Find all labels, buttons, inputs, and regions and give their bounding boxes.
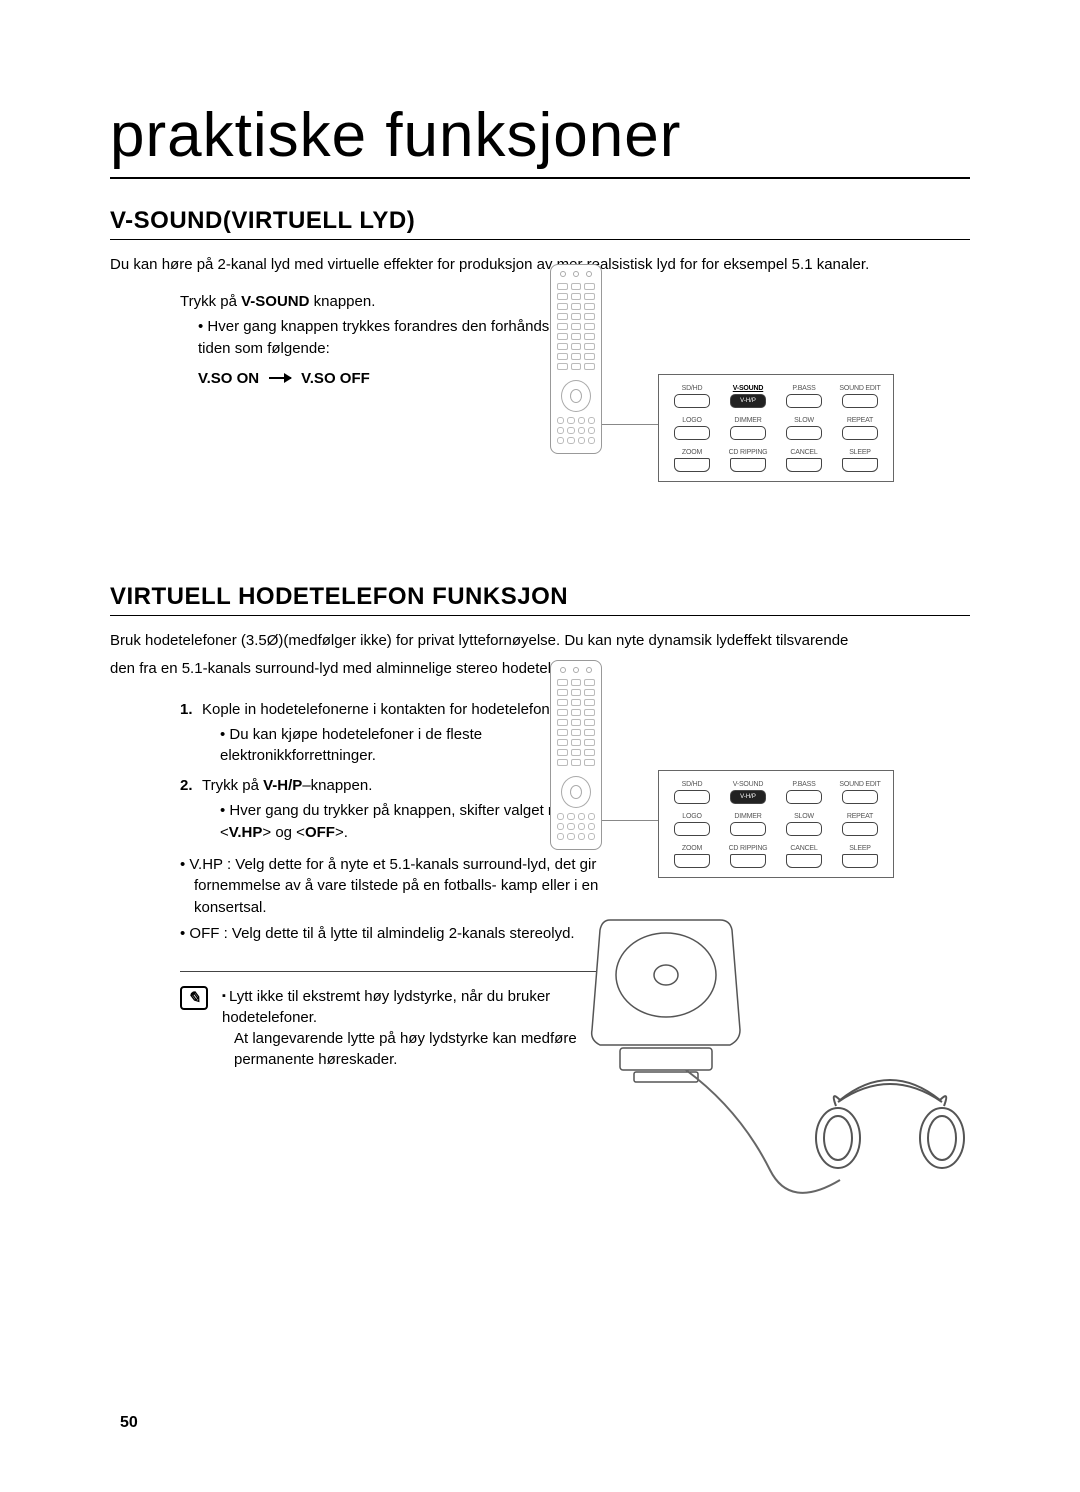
zoom-label: LOGO (682, 417, 701, 424)
vsound-heading: V-SOUND(VIRTUELL LYD) (110, 207, 970, 240)
leader-line (602, 424, 658, 425)
zoom-label: LOGO (682, 813, 701, 820)
remote-button-icon (674, 458, 710, 472)
remote-button-icon (730, 822, 766, 836)
manual-page: praktiske funksjoner V-SOUND(VIRTUELL LY… (0, 0, 1080, 1492)
remote-button-icon (842, 790, 878, 804)
zoom-label: SD/HD (682, 385, 703, 392)
vhp-heading: VIRTUELL HODETELEFON FUNKSJON (110, 583, 970, 616)
step-text-prefix: Trykk på (202, 777, 263, 794)
sub-mid: > og < (262, 824, 305, 841)
zoom-label: REPEAT (847, 813, 873, 820)
zoom-label: SLEEP (849, 449, 871, 456)
zoom-label: CANCEL (790, 449, 817, 456)
vsound-figure: SD/HD V-SOUND V-H/P P.BASS SOUND EDIT LOG… (550, 264, 980, 474)
zoom-label: CANCEL (790, 845, 817, 852)
remote-zoom-grid: SD/HD V-SOUND V-H/P P.BASS SOUND EDIT LOG… (669, 385, 883, 475)
remote-button-icon (674, 394, 710, 408)
zoom-label: ZOOM (682, 449, 702, 456)
remote-button-icon (842, 822, 878, 836)
remote-button-icon (842, 426, 878, 440)
step-number: 1. (180, 701, 202, 718)
headphone-unit-figure (590, 910, 970, 1210)
remote-zoom-panel: SD/HD V-SOUND V-H/P P.BASS SOUND EDIT LOG… (658, 770, 894, 878)
remote-button-icon (674, 790, 710, 804)
note-text: Lytt ikke til ekstremt høy lydstyrke, nå… (222, 986, 620, 1070)
remote-illustration (550, 264, 602, 454)
note-line-2: At langevarende lytte på høy lydstyrke k… (234, 1030, 577, 1068)
sub-bold: OFF (305, 824, 335, 841)
note-icon: ✎ (180, 986, 208, 1010)
remote-button-icon (842, 854, 878, 868)
remote-button-highlight-icon: V-H/P (730, 790, 766, 804)
remote-button-icon (786, 458, 822, 472)
remote-button-icon (730, 854, 766, 868)
remote-zoom-panel: SD/HD V-SOUND V-H/P P.BASS SOUND EDIT LOG… (658, 374, 894, 482)
step-number: 2. (180, 777, 202, 794)
remote-button-icon (786, 822, 822, 836)
zoom-label: DIMMER (734, 813, 761, 820)
vhp-note: ✎ Lytt ikke til ekstremt høy lydstyrke, … (180, 971, 620, 1070)
vsound-seq-off: V.SO OFF (301, 370, 370, 387)
remote-button-icon (674, 822, 710, 836)
zoom-label: ZOOM (682, 845, 702, 852)
note-line-1: Lytt ikke til ekstremt høy lydstyrke, nå… (222, 988, 550, 1026)
zoom-label: SOUND EDIT (839, 385, 880, 392)
zoom-label: SLOW (794, 417, 814, 424)
zoom-label: SLEEP (849, 845, 871, 852)
zoom-label: REPEAT (847, 417, 873, 424)
sub-end: >. (335, 824, 348, 841)
headphone-svg-icon (590, 910, 970, 1210)
vsound-step-prefix: Trykk på (180, 293, 241, 310)
zoom-label: SD/HD (682, 781, 703, 788)
sub-bold: V.HP (229, 824, 263, 841)
remote-illustration (550, 660, 602, 850)
remote-button-icon (786, 394, 822, 408)
remote-button-icon (786, 790, 822, 804)
vhp-intro-line1: Bruk hodetelefoner (3.5Ø)(medfølger ikke… (110, 630, 970, 653)
vhp-remote-figure: SD/HD V-SOUND V-H/P P.BASS SOUND EDIT LOG… (550, 660, 980, 870)
remote-button-icon (674, 854, 710, 868)
remote-button-icon (730, 458, 766, 472)
vhp-def-off: • OFF : Velg dette til å lytte til almin… (194, 923, 640, 945)
zoom-label: DIMMER (734, 417, 761, 424)
step-text-bold: V-H/P (263, 777, 302, 794)
vsound-step-suffix: knappen. (309, 293, 375, 310)
zoom-label: SLOW (794, 813, 814, 820)
page-main-title: praktiske funksjoner (110, 100, 970, 179)
remote-button-icon (842, 394, 878, 408)
remote-button-icon (786, 854, 822, 868)
zoom-label: SOUND EDIT (839, 781, 880, 788)
vsound-seq-on: V.SO ON (198, 370, 259, 387)
step-text-suffix: –knappen. (302, 777, 372, 794)
remote-button-icon (842, 458, 878, 472)
zoom-label: CD RIPPING (729, 449, 768, 456)
leader-line (602, 820, 658, 821)
vsound-step-button: V-SOUND (241, 293, 309, 310)
zoom-label: CD RIPPING (729, 845, 768, 852)
step-text: Kople in hodetelefonerne i kontakten for… (202, 701, 566, 718)
remote-zoom-grid: SD/HD V-SOUND V-H/P P.BASS SOUND EDIT LOG… (669, 781, 883, 871)
zoom-label: P.BASS (792, 385, 815, 392)
zoom-label: V-SOUND (733, 781, 764, 788)
page-number: 50 (120, 1414, 138, 1432)
remote-button-icon (674, 426, 710, 440)
remote-button-icon (730, 426, 766, 440)
remote-button-highlight-icon: V-H/P (730, 394, 766, 408)
zoom-label-highlight: V-SOUND (733, 385, 764, 392)
remote-button-icon (786, 426, 822, 440)
arrow-icon (269, 377, 291, 379)
zoom-label: P.BASS (792, 781, 815, 788)
